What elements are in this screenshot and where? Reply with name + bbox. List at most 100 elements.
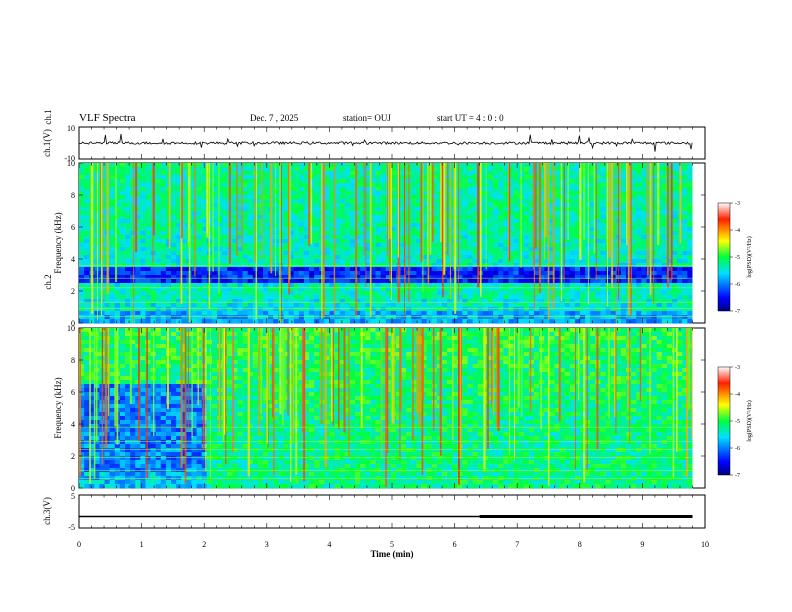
spectrogram-cell [472, 287, 479, 292]
spectrogram-cell [94, 303, 100, 308]
spectrogram-cell [344, 251, 351, 256]
spectrogram-cell [585, 303, 591, 308]
spectrogram-cell [661, 247, 668, 252]
spectrogram-cell [349, 247, 356, 252]
spectrogram-cell [145, 283, 151, 288]
spectrogram-cell [610, 175, 617, 180]
spectrogram-cell [370, 187, 376, 192]
spectrogram-cell [329, 267, 336, 272]
spectrogram-cell [334, 243, 341, 248]
spectrogram-cell [237, 275, 243, 280]
spectrogram-cell [580, 283, 586, 288]
spectrogram-cell [590, 275, 596, 280]
spectrogram-cell [360, 259, 366, 264]
spectrogram-cell [135, 279, 141, 284]
spectrogram-cell [646, 315, 652, 320]
spectrogram-cell [293, 227, 300, 232]
spectrogram-cell [165, 191, 172, 196]
ch2-spectrogram [79, 328, 705, 489]
spectrogram-cell [436, 267, 443, 272]
spectrogram-cell [390, 195, 397, 200]
spectrogram-cell [472, 163, 479, 168]
spectrogram-cell [631, 291, 637, 296]
spectrogram-cell [677, 287, 683, 292]
spectrogram-cell [467, 287, 474, 292]
spectrogram-cell [252, 279, 259, 284]
spectrogram-cell [242, 315, 249, 320]
spectrogram-cell [431, 319, 438, 324]
spectrogram-cell [447, 219, 453, 224]
spectrogram-cell [165, 239, 172, 244]
spectrogram-cell [477, 311, 484, 316]
spectrogram-cell [181, 307, 187, 312]
spectrogram-cell [273, 315, 279, 320]
spectrogram-cell [498, 203, 504, 208]
spectrogram-cell [631, 311, 637, 316]
spectrogram-cell [493, 283, 499, 288]
spectrogram-cell [508, 219, 514, 224]
spectrogram-cell [119, 227, 126, 232]
spectrogram-cell [682, 259, 688, 264]
spectrogram-cell [641, 311, 647, 316]
spectrogram-cell [636, 267, 642, 272]
spectrogram-cell [631, 215, 637, 220]
spectrogram-cell [370, 259, 376, 264]
spectrogram-cell [145, 195, 151, 200]
spectrogram-cell [574, 231, 581, 236]
spectrogram-cell [585, 219, 591, 224]
spectrogram-cell [375, 307, 382, 312]
spectrogram-cell [503, 319, 509, 324]
spectrogram-cell [508, 179, 514, 184]
spectrogram-cell [217, 207, 223, 212]
spectrogram-cell [145, 207, 151, 212]
spectrogram-cell [554, 199, 560, 204]
spectrogram-cell [135, 267, 141, 272]
spectrogram-cell [564, 259, 571, 264]
spectrogram-cell [390, 243, 397, 248]
spectrogram-cell [534, 279, 540, 284]
spectrogram-cell [590, 267, 596, 272]
spectrogram-cell [390, 235, 397, 240]
spectrogram-cell [672, 295, 678, 300]
spectrogram-cell [472, 259, 479, 264]
spectrogram-cell [344, 211, 351, 216]
spectrogram-cell [217, 163, 223, 168]
spectrogram-cell [324, 247, 330, 252]
spectrogram-cell [217, 299, 223, 304]
spectrogram-cell [406, 319, 412, 324]
spectrogram-cell [523, 203, 530, 208]
spectrogram-cell [140, 271, 146, 276]
spectrogram-cell [309, 243, 315, 248]
spectrogram-cell [119, 307, 126, 312]
spectrogram-cell [114, 287, 121, 292]
spectrogram-cell [436, 259, 443, 264]
spectrogram-cell [94, 315, 100, 320]
spectrogram-cell [114, 247, 121, 252]
spectrogram-cell [574, 303, 581, 308]
spectrogram-cell [656, 319, 663, 324]
spectrogram-cell [211, 319, 218, 324]
spectrogram-cell [135, 315, 141, 320]
spectrogram-cell [181, 203, 187, 208]
spectrogram-cell [365, 171, 371, 176]
spectrogram-cell [447, 199, 453, 204]
spectrogram-cell [431, 303, 438, 308]
spectrogram-cell [401, 227, 407, 232]
spectrogram-cell [171, 259, 177, 264]
spectrogram-cell [666, 287, 673, 292]
spectrogram-cell [436, 183, 443, 188]
spectrogram-cell [119, 311, 126, 316]
spectrogram-cell [257, 219, 264, 224]
spectrogram-cell [569, 287, 576, 292]
spectrogram-cell [401, 255, 407, 260]
spectrogram-cell [165, 315, 172, 320]
spectrogram-cell [493, 307, 499, 312]
sferic-streak [387, 163, 389, 256]
spectrogram-cell [431, 295, 438, 300]
spectrogram-cell [84, 291, 90, 296]
spectrogram-cell [135, 223, 141, 228]
spectrogram-cell [130, 287, 136, 292]
spectrogram-cell [252, 287, 259, 292]
spectrogram-cell [355, 183, 361, 188]
spectrogram-cell [314, 307, 320, 312]
